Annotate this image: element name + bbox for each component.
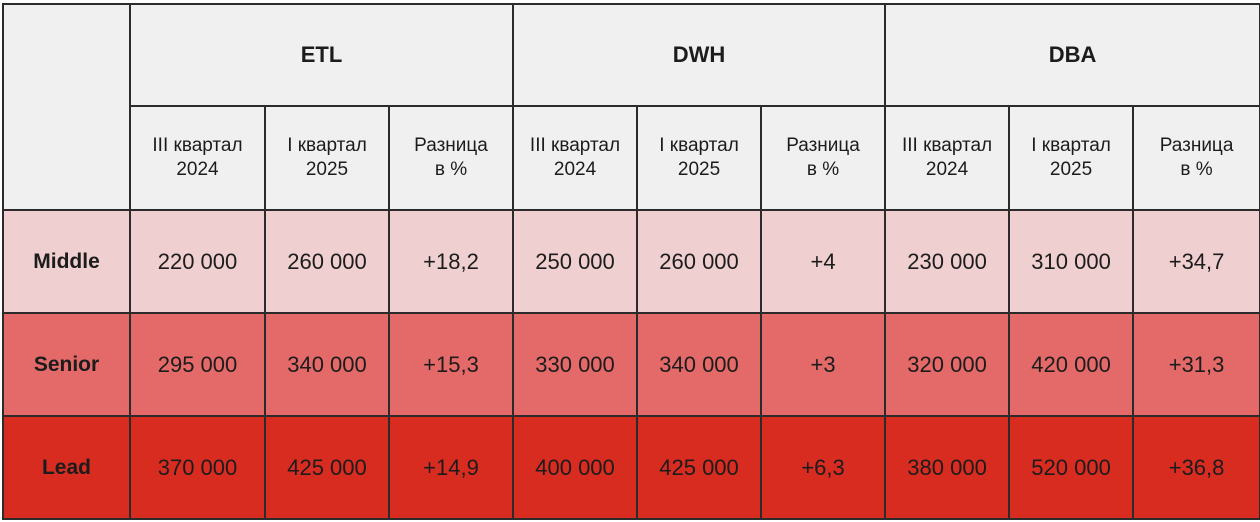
subheader-diff-percent: Разница в % [387, 105, 515, 211]
cell-etl-diff: +14,9 [387, 415, 515, 520]
cell-dwh-diff: +6,3 [760, 415, 887, 520]
subheader-q3-2024: III квартал 2024 [512, 105, 639, 211]
corner-cell [2, 3, 131, 211]
cell-dba-q1-2025: 520 000 [1008, 415, 1135, 520]
table-body: Middle 220 000 260 000 +18,2 250 000 260 000 +… [2, 209, 1260, 520]
subheader-diff-percent: Разница в % [760, 105, 887, 211]
cell-dba-diff: +36,8 [1132, 415, 1260, 520]
cell-dwh-q1-2025: 260 000 [636, 209, 763, 314]
salary-comparison-table: ETL DWH DBA III квартал 2024 I квартал 202… [2, 3, 1260, 520]
group-header-etl: ETL [128, 3, 515, 107]
subheader-q3-2024: III квартал 2024 [884, 105, 1011, 211]
cell-dwh-q3-2024: 400 000 [512, 415, 639, 520]
cell-etl-q1-2025: 425 000 [264, 415, 390, 520]
group-header-row: ETL DWH DBA [2, 3, 1260, 211]
cell-etl-q1-2025: 340 000 [264, 312, 390, 417]
subheader-q1-2025: I квартал 2025 [264, 105, 390, 211]
row-label: Senior [2, 312, 131, 417]
cell-dba-q3-2024: 380 000 [884, 415, 1011, 520]
cell-dwh-diff: +4 [760, 209, 887, 314]
cell-etl-q3-2024: 295 000 [129, 312, 266, 417]
table-row-senior: Senior 295 000 340 000 +15,3 330 000 340 000 +… [2, 312, 1260, 417]
cell-dwh-q1-2025: 425 000 [636, 415, 763, 520]
row-label: Lead [2, 415, 131, 520]
cell-dba-q1-2025: 310 000 [1008, 209, 1135, 314]
subheader-q3-2024: III квартал 2024 [129, 105, 266, 211]
cell-dwh-q1-2025: 340 000 [636, 312, 763, 417]
cell-dwh-diff: +3 [760, 312, 887, 417]
cell-etl-diff: +15,3 [387, 312, 515, 417]
cell-dba-q3-2024: 230 000 [884, 209, 1011, 314]
cell-dba-diff: +34,7 [1132, 209, 1260, 314]
row-label: Middle [2, 209, 131, 314]
subheader-q1-2025: I квартал 2025 [636, 105, 763, 211]
subheader-q1-2025: I квартал 2025 [1008, 105, 1135, 211]
subheader-row: III квартал 2024 I квартал 2025 Разница в %… [3, 105, 1260, 211]
cell-dba-q1-2025: 420 000 [1008, 312, 1135, 417]
group-header-dba: DBA [884, 3, 1260, 107]
subheader-diff-percent: Разница в % [1132, 105, 1260, 211]
cell-etl-diff: +18,2 [387, 209, 515, 314]
cell-etl-q3-2024: 220 000 [129, 209, 266, 314]
cell-etl-q3-2024: 370 000 [129, 415, 266, 520]
cell-dba-q3-2024: 320 000 [884, 312, 1011, 417]
group-header-dwh: DWH [512, 3, 887, 107]
cell-dwh-q3-2024: 250 000 [512, 209, 639, 314]
cell-dwh-q3-2024: 330 000 [512, 312, 639, 417]
cell-dba-diff: +31,3 [1132, 312, 1260, 417]
cell-etl-q1-2025: 260 000 [264, 209, 390, 314]
table-row-middle: Middle 220 000 260 000 +18,2 250 000 260 000 +… [2, 209, 1260, 314]
table-row-lead: Lead 370 000 425 000 +14,9 400 000 425 000 +6,… [2, 415, 1260, 520]
